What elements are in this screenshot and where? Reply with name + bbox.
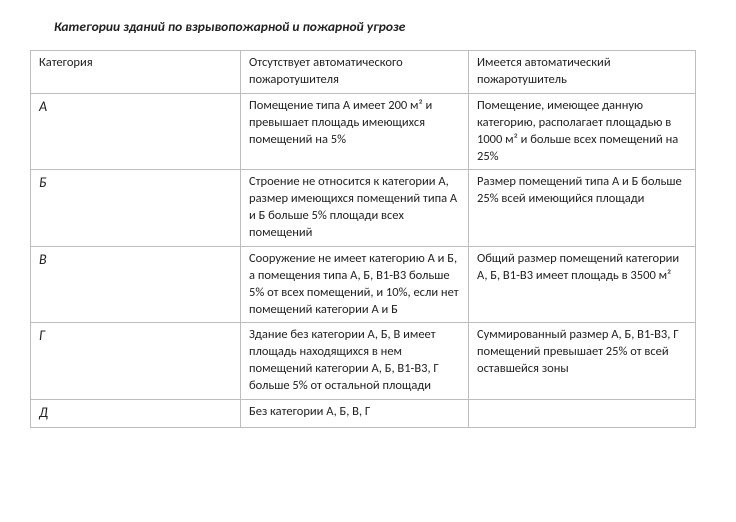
cell-no-auto: Строение не относится к категории А, раз… bbox=[241, 170, 469, 247]
table-row: Б Строение не относится к категории А, р… bbox=[31, 170, 696, 247]
cell-category: А bbox=[31, 93, 241, 170]
cell-category: Б bbox=[31, 170, 241, 247]
page-title: Категории зданий по взрывопожарной и пож… bbox=[54, 18, 706, 36]
cell-no-auto: Без категории А, Б, В, Г bbox=[241, 399, 469, 427]
cell-no-auto: Помещение типа А имеет 200 м² и превышае… bbox=[241, 93, 469, 170]
cell-category: Г bbox=[31, 323, 241, 400]
cell-has-auto: Суммированный размер А, Б, В1-В3, Г поме… bbox=[469, 323, 696, 400]
table-row: Д Без категории А, Б, В, Г bbox=[31, 399, 696, 427]
cell-no-auto: Здание без категории А, Б, В имеет площа… bbox=[241, 323, 469, 400]
cell-has-auto bbox=[469, 399, 696, 427]
categories-table: Категория Отсутствует автоматического по… bbox=[30, 50, 696, 428]
cell-category: В bbox=[31, 246, 241, 323]
cell-has-auto: Общий размер помещений категории А, Б, В… bbox=[469, 246, 696, 323]
col-header-no-auto: Отсутствует автоматического пожаротушите… bbox=[241, 51, 469, 94]
cell-has-auto: Помещение, имеющее данную категорию, рас… bbox=[469, 93, 696, 170]
cell-no-auto: Сооружение не имеет категорию А и Б, а п… bbox=[241, 246, 469, 323]
col-header-category: Категория bbox=[31, 51, 241, 94]
table-row: В Сооружение не имеет категорию А и Б, а… bbox=[31, 246, 696, 323]
table-header-row: Категория Отсутствует автоматического по… bbox=[31, 51, 696, 94]
col-header-has-auto: Имеется автоматический пожаротушитель bbox=[469, 51, 696, 94]
cell-category: Д bbox=[31, 399, 241, 427]
table-row: А Помещение типа А имеет 200 м² и превыш… bbox=[31, 93, 696, 170]
cell-has-auto: Размер помещений типа А и Б больше 25% в… bbox=[469, 170, 696, 247]
table-row: Г Здание без категории А, Б, В имеет пло… bbox=[31, 323, 696, 400]
